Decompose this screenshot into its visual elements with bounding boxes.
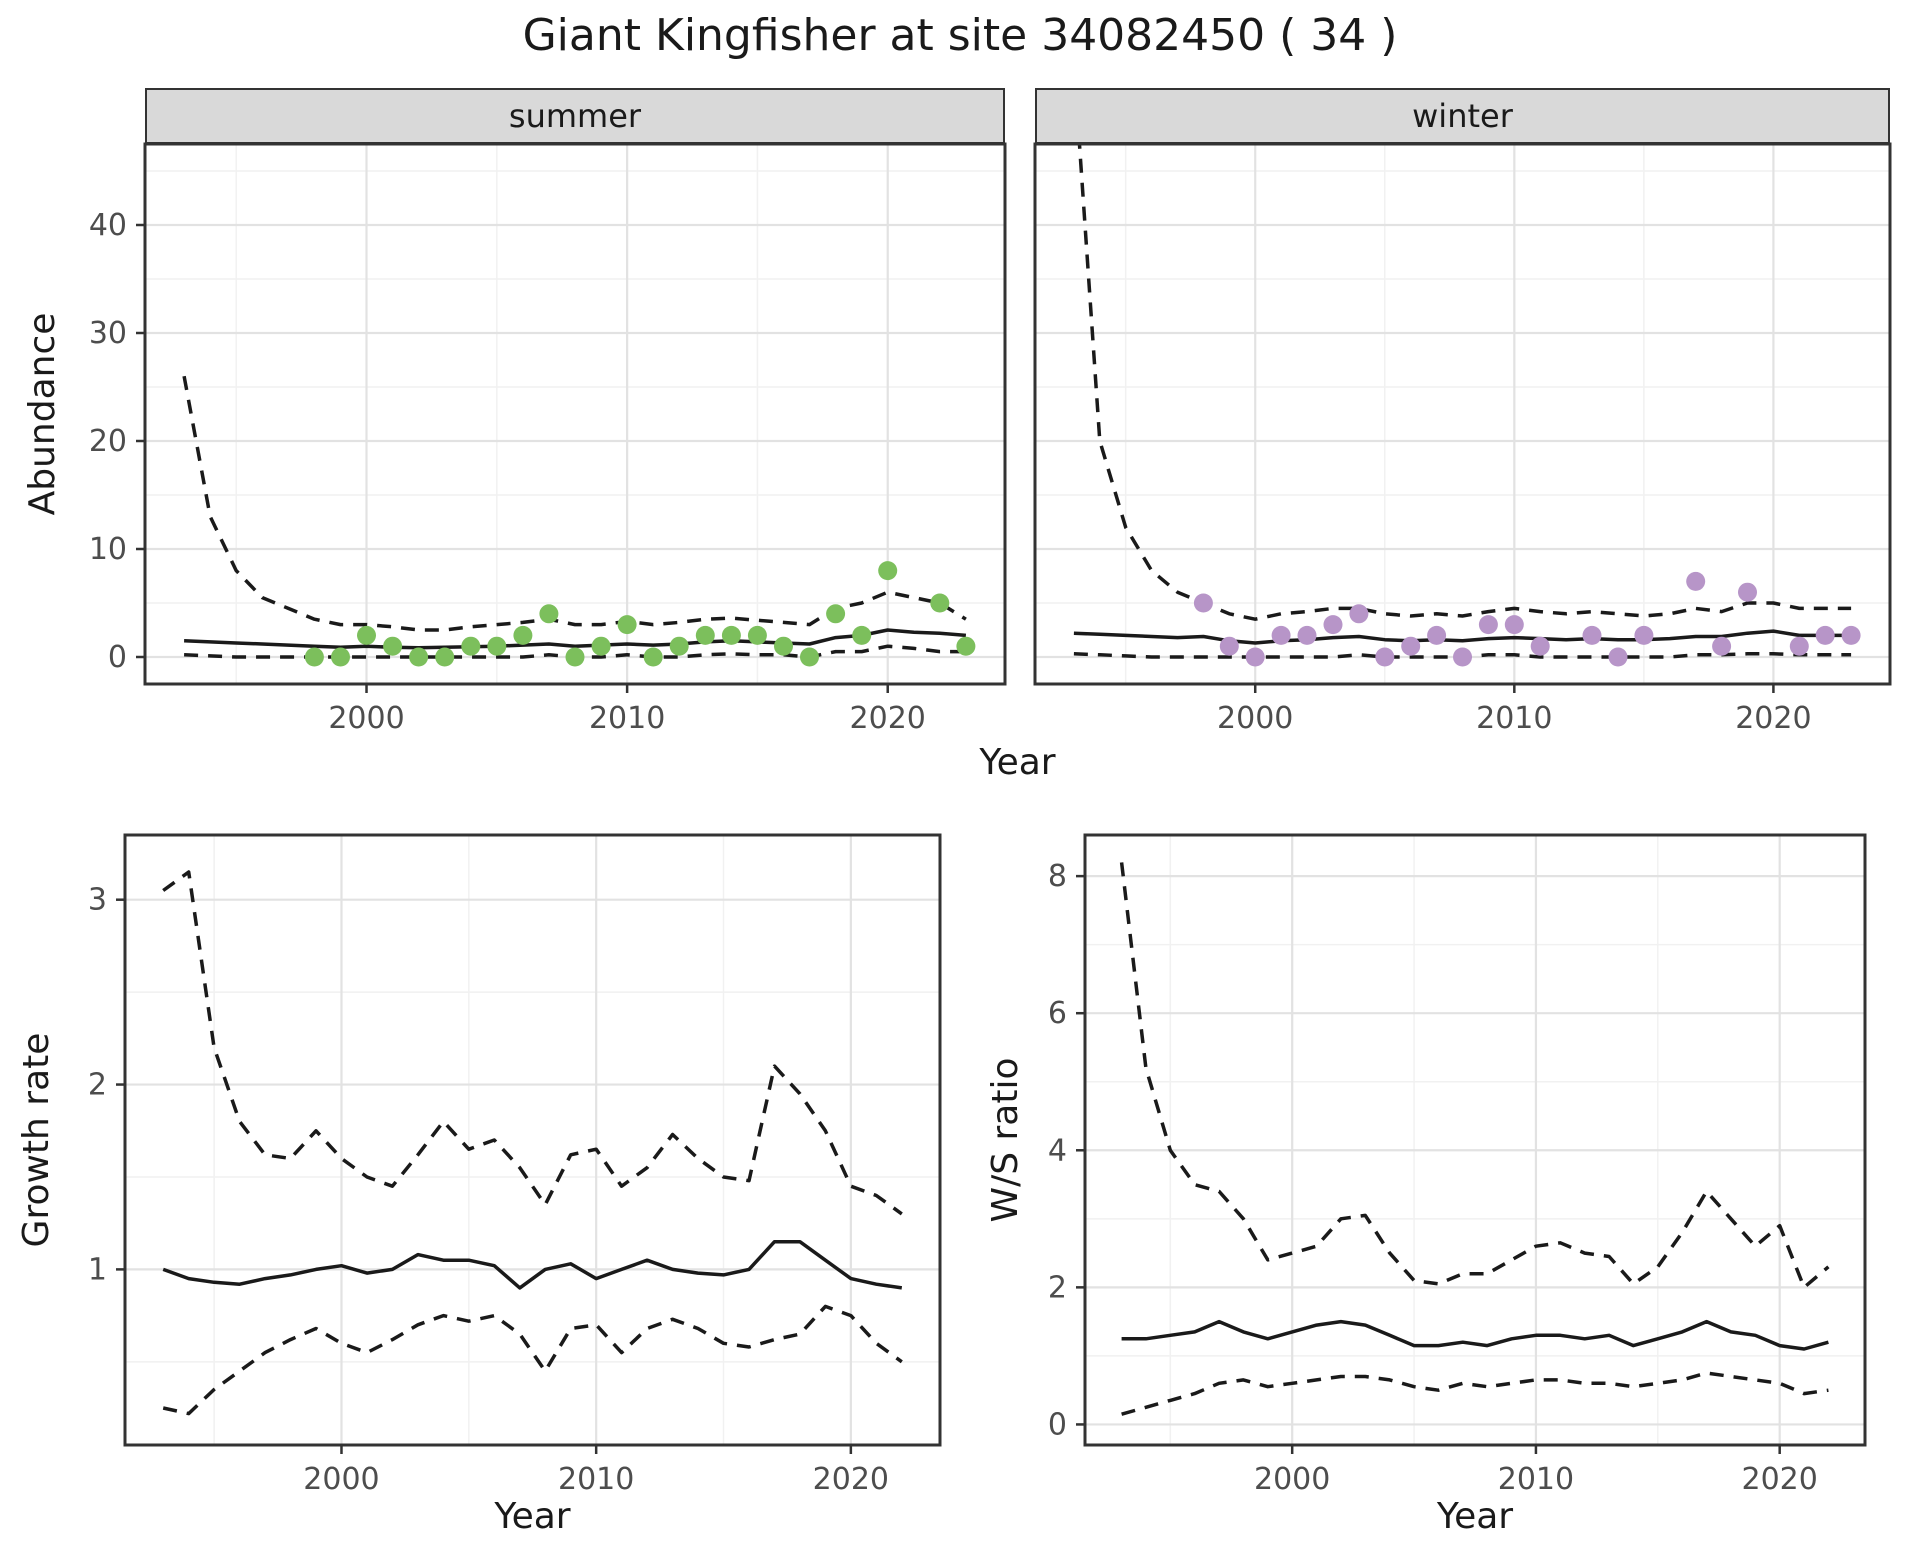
summer-observed-point	[826, 604, 846, 624]
summer-panel: 2000 2010 2020 0 10 20 30 40	[89, 142, 1007, 736]
x-tick-label: 2000	[1217, 701, 1293, 736]
winter-observed-point	[1841, 625, 1861, 645]
summer-observed-point	[461, 636, 481, 656]
x-axis-title-year-ws: Year	[1436, 1496, 1514, 1537]
y-tick-label: 2	[88, 1068, 107, 1103]
x-tick-label: 2020	[1742, 1462, 1818, 1497]
x-tick-label: 2010	[589, 701, 665, 736]
summer-panel-border	[143, 142, 1007, 686]
winter-observed-point	[1582, 625, 1602, 645]
x-tick-label: 2020	[850, 701, 926, 736]
x-axis-title-year-top: Year	[979, 742, 1056, 783]
x-tick-label: 2000	[1254, 1462, 1330, 1497]
growth-modeled_median-line	[162, 1239, 903, 1290]
y-tick-label: 40	[89, 208, 127, 243]
winter-observed-point	[1193, 593, 1213, 613]
summer-observed-point	[383, 636, 403, 656]
x-tick-label: 2020	[1735, 701, 1811, 736]
x-tick-label: 2010	[558, 1462, 634, 1497]
winter-panel-border	[1033, 142, 1892, 686]
summer-observed-point	[513, 625, 533, 645]
winter-observed-point	[1738, 582, 1757, 602]
summer-observed-point	[304, 647, 324, 667]
summer-observed-point	[331, 647, 350, 667]
winter-panel: 2000 2010 2020	[1033, 142, 1892, 736]
ws-panel-border	[1083, 833, 1867, 1447]
winter-observed-point	[1297, 625, 1317, 645]
summer-observed-point	[800, 647, 819, 667]
y-tick-label: 0	[108, 640, 127, 675]
winter-observed-point	[1504, 615, 1524, 635]
winter-observed-point	[1789, 636, 1809, 656]
y-tick-label: 6	[1048, 996, 1067, 1031]
facet-strip-summer: summer	[145, 88, 1005, 144]
summer-observed-point	[930, 593, 950, 613]
winter-observed-point	[1271, 625, 1291, 645]
growth-upper_ci-line	[162, 870, 903, 1216]
y-tick-label: 0	[1048, 1407, 1067, 1442]
winter-observed-point	[1427, 625, 1447, 645]
summer-observed-point	[487, 636, 507, 656]
x-tick-label: 2000	[328, 701, 404, 736]
winter-observed-point	[1401, 636, 1421, 656]
winter-observed-point	[1686, 571, 1706, 591]
summer-observed-point	[409, 647, 429, 667]
summer-observed-point	[721, 625, 741, 645]
facet-strip-summer-label: summer	[508, 97, 642, 135]
summer-observed-point	[435, 647, 455, 667]
summer-observed-point	[956, 636, 976, 656]
winter-observed-point	[1453, 647, 1472, 667]
summer-observed-point	[643, 647, 663, 667]
summer-observed-point	[357, 625, 376, 645]
summer-observed-point	[747, 625, 767, 645]
y-tick-label: 1	[88, 1252, 107, 1287]
winter-observed-point	[1219, 636, 1239, 656]
y-tick-label: 2	[1048, 1270, 1067, 1305]
y-tick-label: 8	[1048, 859, 1067, 894]
growth-lower_ci-line	[162, 1304, 903, 1416]
facet-strip-winter: winter	[1035, 88, 1890, 144]
y-tick-label: 30	[89, 316, 127, 351]
winter-observed-point	[1375, 647, 1395, 667]
summer-observed-point	[669, 636, 689, 656]
winter-observed-point	[1712, 636, 1732, 656]
facet-strip-winter-label: winter	[1412, 97, 1513, 135]
y-tick-label: 10	[89, 532, 127, 567]
winter-observed-point	[1323, 615, 1343, 635]
x-tick-label: 2010	[1498, 1462, 1574, 1497]
x-tick-label: 2020	[813, 1462, 889, 1497]
ws-panel: 2000 2010 2020 0 2 4 6 8	[1048, 833, 1867, 1497]
x-axis-title-year-growth: Year	[494, 1496, 571, 1537]
ws-upper_ci-line	[1119, 862, 1830, 1290]
winter-observed-point	[1478, 615, 1498, 635]
summer-modeled_median-line	[184, 628, 967, 650]
winter-observed-point	[1815, 625, 1835, 645]
y-tick-label: 4	[1048, 1133, 1067, 1168]
winter-observed-point	[1245, 647, 1265, 667]
summer-observed-point	[774, 636, 793, 656]
y-tick-label: 3	[88, 883, 107, 918]
y-tick-label: 20	[89, 424, 127, 459]
ws-modeled_median-line	[1121, 1319, 1829, 1351]
winter-observed-point	[1634, 625, 1654, 645]
growth-panel: 2000 2010 2020 1 2 3	[88, 833, 942, 1497]
growth-panel-border	[123, 833, 942, 1447]
winter-observed-point	[1530, 636, 1550, 656]
winter-observed-point	[1349, 604, 1369, 624]
summer-observed-point	[617, 615, 637, 635]
summer-observed-point	[565, 647, 585, 667]
ws-lower_ci-line	[1121, 1371, 1829, 1416]
summer-observed-point	[591, 636, 611, 656]
x-tick-label: 2000	[303, 1462, 379, 1497]
summer-observed-point	[695, 625, 715, 645]
winter-observed-point	[1608, 647, 1628, 667]
summer-observed-point	[539, 604, 559, 624]
winter-modeled_median-line	[1073, 629, 1852, 645]
summer-observed-point	[878, 561, 898, 581]
summer-observed-point	[852, 625, 872, 645]
x-tick-label: 2010	[1476, 701, 1552, 736]
figure-title: Giant Kingfisher at site 34082450 ( 34 )	[522, 10, 1398, 61]
